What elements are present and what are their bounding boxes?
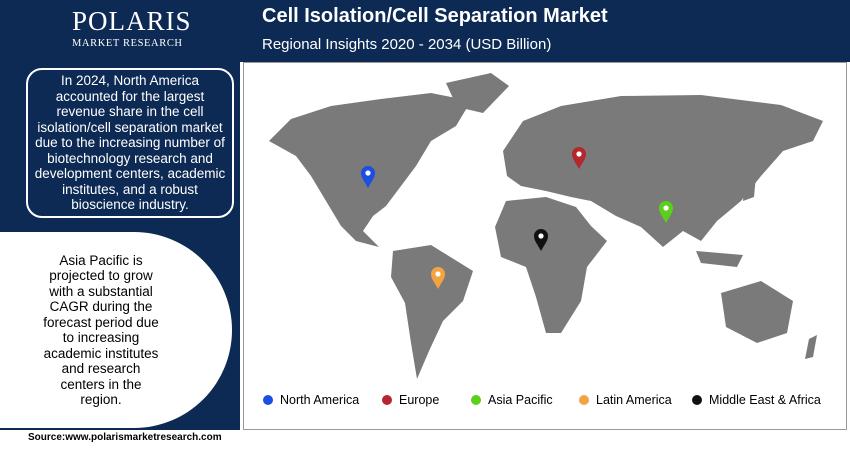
map-panel [243,62,847,430]
legend-label: Europe [399,393,440,407]
title: Cell Isolation/Cell Separation Market [262,5,608,27]
legend-dot [382,395,392,405]
pin-hole [435,271,441,277]
south-america [391,245,473,379]
new-zealand [805,335,817,359]
pin-body [431,267,445,289]
japan [743,165,757,201]
insight-box: In 2024, North America accounted for the… [26,68,234,218]
pins [361,147,673,289]
legend-dot [471,395,481,405]
world-map [269,73,823,379]
map-pin [431,267,445,289]
legend-label: Middle East & Africa [709,393,821,407]
legend-item: Asia Pacific [471,393,553,407]
legend-dot [579,395,589,405]
source: Source:www.polarismarketresearch.com [28,432,222,443]
pin-hole [365,170,371,176]
insight-text: In 2024, North America accounted for the… [34,73,226,213]
legend-dot [692,395,702,405]
map-pin [572,147,586,169]
pin-hole [663,205,669,211]
header: POLARIS MARKET RESEARCH Cell Isolation/C… [0,0,850,62]
pin-hole [576,151,582,157]
legend-label: North America [280,393,360,407]
legend-label: Asia Pacific [488,393,553,407]
africa [495,197,607,333]
uk [509,145,522,169]
logo-subtitle: MARKET RESEARCH [72,38,183,49]
subtitle: Regional Insights 2020 - 2034 (USD Billi… [262,36,552,53]
legend-label: Latin America [596,393,672,407]
pin-body [659,201,673,223]
eurasia [503,95,823,247]
legend-item: Europe [382,393,439,407]
continents [269,73,823,379]
pin-body [361,166,375,188]
legend-item: North America [263,393,359,407]
map-pin [534,229,548,251]
pin-body [534,229,548,251]
legend-dot [263,395,273,405]
map-pin [659,201,673,223]
insight-text: Asia Pacific is projected to grow with a… [43,252,159,408]
pin-hole [538,233,544,239]
legend-item: Latin America [579,393,672,407]
map-pin [361,166,375,188]
legend-item: Middle East & Africa [692,393,821,407]
insight-box: Asia Pacific is projected to grow with a… [0,232,232,428]
greenland [446,73,509,113]
logo: POLARIS [72,6,192,36]
indonesia [696,251,743,267]
australia [721,281,793,343]
pin-body [572,147,586,169]
